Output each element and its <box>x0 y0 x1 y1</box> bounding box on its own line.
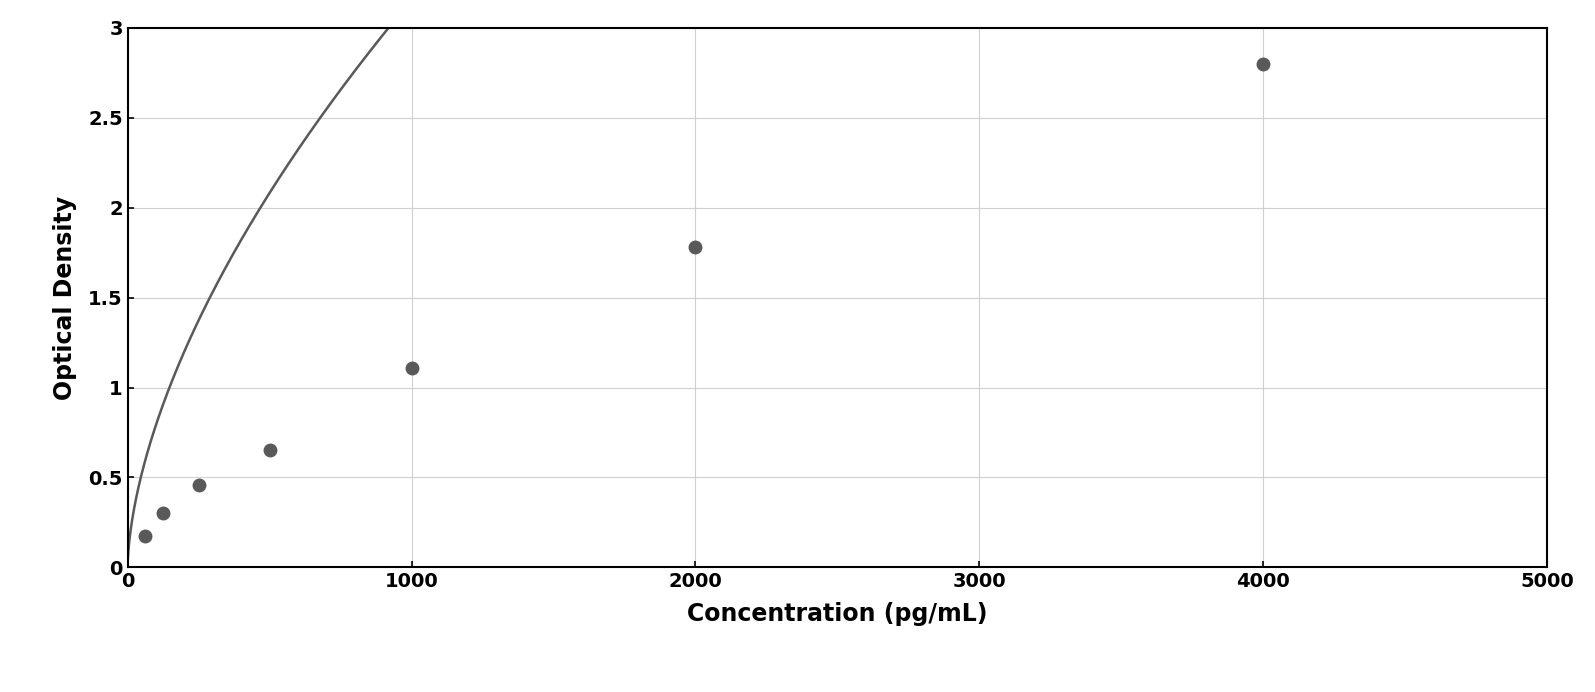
X-axis label: Concentration (pg/mL): Concentration (pg/mL) <box>687 603 987 626</box>
Point <box>150 507 175 518</box>
Point <box>185 479 211 490</box>
Point <box>132 531 158 542</box>
Point <box>399 362 424 373</box>
Point <box>1250 58 1276 69</box>
Point <box>257 444 282 455</box>
Point <box>683 242 708 253</box>
Y-axis label: Optical Density: Optical Density <box>53 196 77 399</box>
